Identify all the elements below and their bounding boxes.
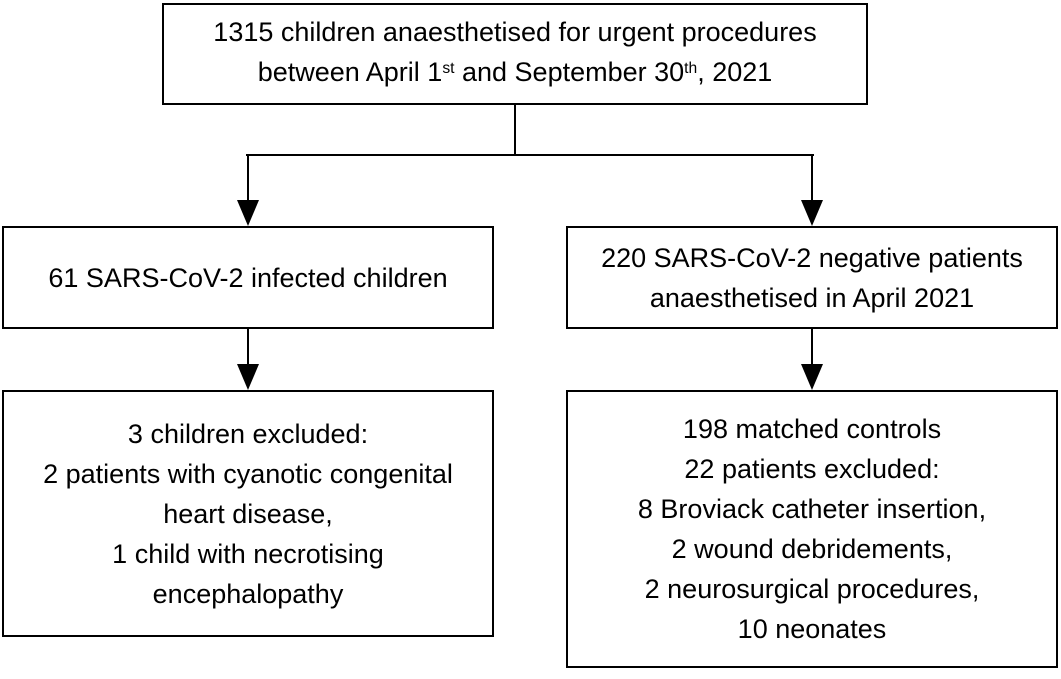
arrowhead-down-icon [801, 200, 823, 226]
arrowhead-down-icon [237, 200, 259, 226]
sars-infected-line: 61 SARS-CoV-2 infected children [48, 262, 448, 293]
controls-line: 198 matched controls [682, 414, 942, 444]
ordinal-st: st [442, 59, 455, 77]
date-range-post: , 2021 [697, 56, 773, 87]
date-range-mid: and September 30 [454, 56, 685, 87]
controls-line: 10 neonates [737, 614, 887, 644]
ordinal-th: th [684, 59, 698, 77]
box-sars-infected: 61 SARS-CoV-2 infected children [2, 226, 494, 329]
box-total-cohort: 1315 children anaesthetised for urgent p… [162, 3, 868, 105]
exclusion-line: heart disease, [163, 498, 333, 529]
total-cohort-line1: 1315 children anaesthetised for urgent p… [213, 16, 817, 47]
sars-negative-line1: 220 SARS-CoV-2 negative patients [601, 242, 1023, 273]
exclusion-line: 3 children excluded: [127, 418, 369, 449]
sars-negative-line2: anaesthetised in April 2021 [649, 282, 975, 313]
total-cohort-line2: between April 1st and September 30th, 20… [258, 52, 773, 97]
arrowhead-down-icon [237, 364, 259, 390]
exclusion-line: encephalopathy [152, 578, 344, 609]
connector-stem [514, 105, 516, 156]
exclusion-line: 1 child with necrotising [112, 538, 384, 569]
box-sars-negative: 220 SARS-CoV-2 negative patients anaesth… [566, 226, 1058, 329]
controls-line: 8 Broviack catheter insertion, [637, 494, 987, 524]
box-infected-exclusions: 3 children excluded: 2 patients with cya… [2, 390, 494, 637]
connector-right-drop [811, 154, 813, 202]
arrowhead-down-icon [801, 364, 823, 390]
connector-left-drop-2 [247, 329, 249, 367]
controls-line: 2 wound debridements, [671, 534, 953, 564]
controls-line: 22 patients excluded: [684, 454, 940, 484]
box-matched-controls: 198 matched controls 22 patients exclude… [566, 390, 1058, 668]
exclusion-line: 2 patients with cyanotic congenital [43, 458, 453, 489]
connector-right-drop-2 [811, 329, 813, 367]
connector-branch-horizontal [246, 154, 814, 156]
date-range-pre: between April 1 [257, 56, 443, 87]
controls-line: 2 neurosurgical procedures, [644, 574, 980, 604]
connector-left-drop [247, 154, 249, 202]
